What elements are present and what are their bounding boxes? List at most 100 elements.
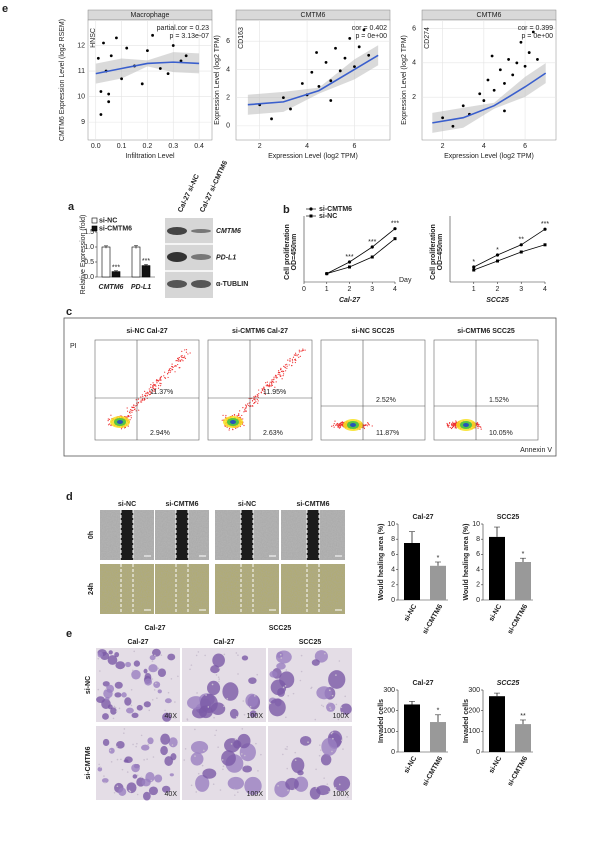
flow-dot — [167, 372, 169, 375]
y-tick-label: 10 — [77, 93, 85, 100]
flow-dot — [338, 425, 340, 427]
flow-dot — [284, 364, 287, 366]
flow-dot — [275, 381, 277, 383]
flow-dot — [150, 383, 152, 386]
pore — [320, 749, 322, 751]
cell — [169, 773, 174, 777]
pore — [244, 754, 246, 757]
cell — [153, 681, 161, 689]
pore — [196, 692, 198, 694]
flow-dot — [152, 382, 154, 384]
pore — [332, 737, 334, 740]
flow-dot — [228, 427, 231, 430]
cell — [161, 785, 171, 793]
flow-dot — [156, 379, 158, 381]
flow-dot — [247, 404, 249, 407]
significance: *** — [112, 265, 120, 272]
cell — [114, 692, 122, 698]
flow-dot — [449, 426, 451, 429]
point — [99, 113, 103, 116]
point — [531, 30, 535, 34]
flow-dot — [110, 414, 112, 416]
flow-dot — [108, 418, 111, 420]
point — [472, 268, 476, 272]
flow-dot — [140, 401, 143, 403]
pore — [168, 712, 171, 714]
flow-dot — [451, 422, 453, 425]
flow-dot — [181, 359, 183, 361]
pore — [334, 786, 337, 789]
flow-dot — [243, 424, 245, 427]
flow-dot — [455, 427, 457, 429]
pore — [213, 716, 215, 719]
x-tick-label: 4 — [543, 286, 547, 293]
flow-dot — [448, 422, 451, 424]
flow-dot — [148, 388, 150, 390]
pore — [328, 689, 331, 692]
pore — [233, 788, 236, 791]
x-tick-label: si-CMTM6 — [507, 755, 530, 787]
cell — [168, 737, 178, 748]
flow-dot — [251, 405, 254, 407]
pore — [331, 731, 334, 734]
flow-dot — [271, 379, 273, 381]
flow-dot — [127, 416, 129, 418]
pore — [140, 734, 143, 737]
significance: * — [437, 555, 440, 562]
cell — [160, 745, 168, 756]
flow-dot — [141, 398, 144, 400]
y-tick-label: 12 — [77, 42, 85, 49]
pore — [98, 763, 100, 766]
flow-dot — [175, 360, 177, 362]
flow-dot — [184, 349, 186, 351]
pore — [116, 785, 119, 788]
flow-dot — [282, 371, 284, 373]
flow-dot — [127, 415, 129, 417]
flow-dot — [130, 417, 132, 419]
point — [519, 243, 523, 247]
flow-dot — [283, 365, 285, 367]
flow-dot — [127, 425, 129, 427]
flow-dot — [454, 425, 456, 427]
flow-dot — [264, 393, 267, 395]
flow-dot — [172, 366, 174, 368]
flow-dot — [148, 393, 151, 396]
point — [536, 58, 539, 61]
point — [543, 227, 547, 231]
cell — [195, 774, 210, 792]
pore — [123, 732, 125, 734]
x-tick-label: si-NC — [403, 755, 418, 774]
flow-dot — [182, 360, 184, 362]
x-tick-label: 0.2 — [143, 143, 153, 150]
cell — [311, 659, 320, 666]
x-axis-label: Annexin V — [520, 447, 552, 454]
significance: ** — [519, 237, 525, 244]
y-axis-label: Cell proliferation — [284, 224, 291, 280]
cell — [248, 677, 257, 684]
flow-dot — [164, 371, 166, 373]
y-tick-label: 0.5 — [84, 259, 94, 266]
annotation: partial.cor = 0.23 — [157, 25, 209, 32]
flow-dot — [149, 393, 151, 395]
point — [515, 61, 519, 65]
pore — [243, 713, 246, 716]
pore — [286, 745, 288, 748]
flow-dot — [275, 377, 278, 379]
flow-dot — [107, 420, 109, 422]
flow-dot — [341, 424, 343, 426]
pore — [197, 772, 200, 775]
flow-dot — [225, 416, 227, 418]
flow-dot — [371, 425, 373, 427]
point — [120, 77, 123, 81]
pore — [319, 744, 321, 746]
flow-dot — [273, 381, 275, 383]
cell — [143, 701, 151, 708]
cell — [143, 668, 148, 674]
flow-dot — [160, 379, 162, 381]
annotation: p = 0e+00 — [521, 33, 553, 40]
flow-dot — [270, 385, 272, 387]
chart-title: SCC25 — [497, 514, 520, 521]
flow-dot — [289, 360, 291, 362]
pore — [256, 673, 259, 676]
bar — [131, 246, 141, 278]
